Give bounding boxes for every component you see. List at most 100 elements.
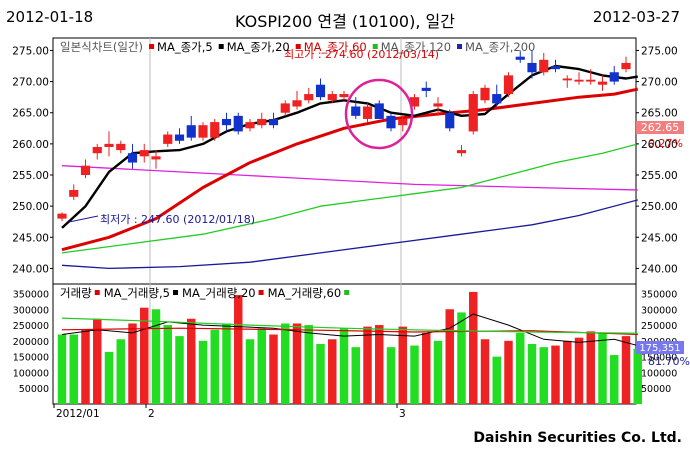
volume-bar [351, 347, 360, 404]
price-tick-left: 250.00 [12, 201, 49, 213]
volume-tick-right: 250000 [641, 321, 677, 332]
candle [445, 109, 455, 132]
volume-tick-left: 100000 [13, 368, 49, 379]
candle [527, 50, 537, 79]
legend-item: MA_종가,60 [304, 40, 367, 54]
legend-marker [295, 44, 301, 49]
x-axis-labels: 2012/01 2 3 [53, 404, 406, 420]
volume-legend-marker [258, 290, 264, 295]
volume-bar [328, 339, 337, 404]
volume-ma-line [61, 317, 638, 334]
volume-bar [210, 329, 219, 404]
volume-bar [104, 351, 114, 404]
price-legend: 일본식차트(일간) MA_종가,5 MA_종가,20 MA_종가,60 MA_종가,12… [60, 40, 535, 54]
candle [268, 112, 279, 129]
price-tick-right: 275.00 [641, 45, 678, 57]
volume-bar [69, 334, 78, 404]
volume-percent-tag: 81.70% [648, 355, 690, 368]
low-label: 최저가 : 247.60 (2012/01/18) [100, 213, 255, 226]
volume-bar [222, 323, 231, 404]
volume-bar [375, 325, 384, 404]
start-date: 2012-01-18 [6, 8, 94, 26]
volume-tick-right: 300000 [641, 305, 677, 316]
candle [221, 112, 232, 132]
volume-bar [386, 347, 396, 404]
volume-bar [621, 336, 631, 404]
candle [304, 87, 314, 104]
high-label: 최고가 : 274.60 (2012/03/14) [284, 48, 439, 61]
legend-marker [457, 44, 463, 49]
volume-bar [292, 323, 302, 404]
price-tick-left: 245.00 [12, 232, 49, 244]
volume-bar [445, 309, 454, 404]
volume-bar [480, 339, 490, 404]
volume-legend-marker [344, 290, 350, 295]
candle [57, 212, 67, 222]
volume-tick-left: 250000 [13, 321, 49, 332]
candle [351, 97, 361, 119]
volume-bar [81, 329, 90, 404]
price-ma-line [61, 87, 639, 252]
volume-bar [469, 291, 478, 404]
candle [292, 90, 302, 110]
low-label-leader [68, 215, 99, 223]
candle [492, 84, 502, 107]
volume-tick-left: 50000 [19, 384, 49, 395]
candle [609, 66, 619, 85]
volume-bar [93, 318, 102, 404]
volume-bar [116, 339, 125, 404]
candle [456, 145, 467, 157]
volume-bar [198, 340, 208, 404]
price-tick-right: 265.00 [641, 108, 678, 120]
candle [257, 112, 267, 129]
candle [198, 122, 208, 141]
candle [550, 59, 561, 73]
candle [562, 75, 572, 88]
price-tick-right: 270.00 [641, 77, 678, 89]
volume-bar [516, 332, 525, 404]
candle [69, 184, 79, 200]
volume-bar [504, 340, 513, 404]
price-tick-left: 270.00 [12, 77, 49, 89]
volume-bar [574, 337, 584, 404]
candle [398, 115, 408, 132]
volume-bar [492, 356, 501, 404]
volume-bar [304, 325, 313, 404]
legend-marker [149, 44, 155, 49]
candle [233, 112, 243, 135]
volume-bar [245, 339, 255, 404]
volume-bar [551, 345, 560, 404]
candle [127, 143, 138, 169]
candle [315, 78, 326, 101]
price-panel-frame [52, 37, 637, 285]
legend-item: MA_종가,200 [465, 40, 535, 54]
candle-layer [57, 50, 631, 222]
price-tick-right: 255.00 [641, 170, 678, 182]
legend-item: MA_종가,120 [381, 40, 451, 54]
candle [374, 100, 384, 119]
candle [386, 112, 396, 132]
volume-layer [57, 291, 642, 404]
candle [539, 52, 549, 76]
candle [163, 131, 173, 147]
volume-bar [57, 334, 67, 404]
volume-tick-left: 350000 [13, 289, 49, 300]
volume-bar [234, 295, 243, 404]
volume-bar [339, 328, 349, 404]
price-ma-line [61, 199, 638, 270]
volume-tag-bg [636, 341, 684, 354]
legend-item: MA_종가,20 [227, 40, 290, 54]
footer-credit: Daishin Securities Co. Ltd. [473, 430, 682, 446]
price-ma-line [61, 143, 638, 254]
candle [104, 131, 114, 157]
candle [92, 143, 102, 160]
volume-tick-left: 200000 [13, 337, 49, 348]
chart-title: KOSPI200 연결 (10100), 일간 [235, 12, 455, 31]
price-tick-right: 245.00 [641, 232, 678, 244]
legend-item: 일본식차트(일간) [60, 40, 143, 54]
volume-bar [163, 325, 172, 404]
candle [597, 75, 608, 91]
price-tick-left: 240.00 [12, 263, 49, 275]
volume-legend-marker [173, 290, 179, 295]
